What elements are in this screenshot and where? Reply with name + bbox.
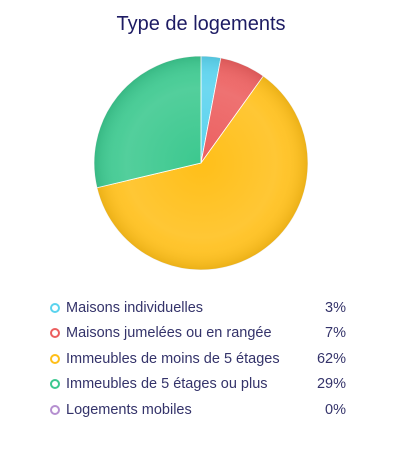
legend-value: 29% xyxy=(316,376,346,393)
legend-label: Immeubles de 5 étages ou plus xyxy=(66,376,268,393)
legend-marker-icon xyxy=(50,379,60,390)
legend-marker-icon xyxy=(50,353,60,364)
legend-marker-icon xyxy=(50,404,60,415)
legend-label: Immeubles de moins de 5 étages xyxy=(66,350,280,367)
legend-value: 0% xyxy=(325,401,346,418)
legend-label: Maisons individuelles xyxy=(66,299,204,316)
legend-item-maisons-jumelees[interactable]: Maisons jumelées ou en rangée 7% xyxy=(50,321,346,347)
legend-item-immeubles-moins-5-etages[interactable]: Immeubles de moins de 5 étages 62% xyxy=(50,346,346,372)
legend-value: 62% xyxy=(316,350,346,367)
legend-label: Logements mobiles xyxy=(66,401,192,418)
legend-value: 7% xyxy=(325,325,346,342)
legend-value: 3% xyxy=(325,299,346,316)
legend-item-logements-mobiles[interactable]: Logements mobiles 0% xyxy=(50,397,346,423)
legend-marker-icon xyxy=(50,328,60,339)
legend-marker-icon xyxy=(50,302,60,313)
chart-title: Type de logements xyxy=(116,13,286,35)
chart-legend: Maisons individuelles 3% Maisons jumelée… xyxy=(50,295,346,423)
pie-chart xyxy=(93,55,309,271)
legend-item-immeubles-5-etages-plus[interactable]: Immeubles de 5 étages ou plus 29% xyxy=(50,372,346,398)
legend-label: Maisons jumelées ou en rangée xyxy=(66,325,272,342)
legend-item-maisons-individuelles[interactable]: Maisons individuelles 3% xyxy=(50,295,346,321)
